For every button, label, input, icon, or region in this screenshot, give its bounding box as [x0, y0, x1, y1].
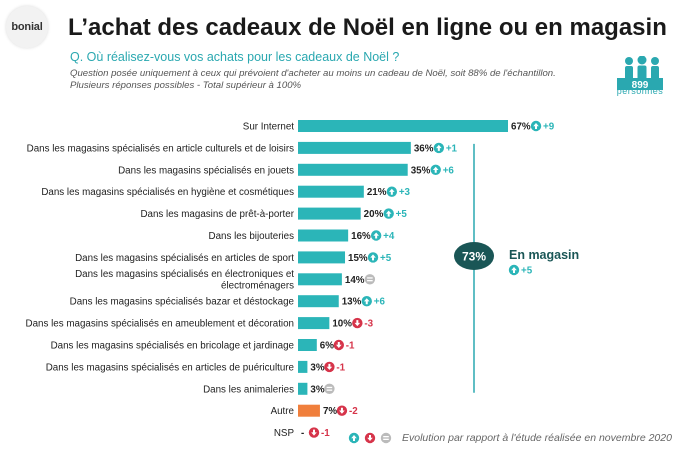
bar — [298, 317, 330, 330]
value-label: 21% — [367, 187, 387, 198]
category-label: Autre — [271, 406, 295, 417]
category-label: Dans les magasins spécialisés en article… — [46, 362, 295, 373]
arrow-up-icon — [383, 208, 394, 219]
bar — [298, 141, 411, 154]
arrow-up-icon — [386, 186, 398, 197]
delta-label: +6 — [374, 297, 386, 308]
bonial-logo: bonial — [6, 6, 48, 48]
bar — [298, 207, 361, 220]
bar — [298, 360, 308, 373]
category-label: Dans les magasins de prêt-à-porter — [140, 209, 294, 220]
survey-note-multiple: Plusieurs réponses possibles - Total sup… — [70, 80, 302, 91]
delta-label: +9 — [543, 122, 555, 133]
category-label: Dans les magasins spécialisés en ameuble… — [26, 319, 294, 330]
delta-label: +3 — [399, 187, 411, 198]
arrow-up-icon — [430, 164, 441, 175]
category-label: Dans les bijouteries — [209, 231, 295, 242]
bar — [298, 163, 408, 176]
arrow-up-icon — [530, 120, 542, 132]
bar — [298, 120, 508, 132]
value-label: 36% — [414, 143, 434, 154]
bar — [298, 295, 339, 308]
delta-label: +5 — [396, 209, 408, 220]
value-label: 10% — [332, 319, 352, 330]
value-label: 3% — [310, 384, 324, 395]
value-label: 20% — [364, 209, 384, 220]
arrow-up-icon — [370, 230, 382, 241]
delta-label: +5 — [380, 253, 392, 264]
category-label: Dans les magasins spécialisés en électro… — [75, 269, 294, 292]
bar — [298, 404, 320, 417]
arrow-down-icon — [352, 317, 363, 329]
group-total-bubble — [454, 242, 494, 270]
value-label: 14% — [345, 275, 365, 286]
arrow-down-icon — [336, 405, 348, 416]
bar — [298, 382, 308, 395]
category-label: Dans les animaleries — [203, 384, 294, 395]
people-icon: 899 — [617, 56, 663, 91]
delta-label: -1 — [346, 341, 355, 352]
delta-label: -3 — [364, 319, 373, 330]
value-label: - — [301, 428, 304, 439]
value-label: 16% — [351, 231, 371, 242]
bar — [298, 185, 364, 198]
value-label: 15% — [348, 253, 368, 264]
group-total-value: 73% — [462, 250, 486, 264]
value-label: 67% — [511, 122, 531, 133]
delta-label: -2 — [349, 406, 358, 417]
value-label: 6% — [320, 341, 334, 352]
category-label: Dans les magasins spécialisés en bricola… — [51, 341, 295, 352]
logo-text: bonial — [11, 21, 43, 33]
delta-label: +4 — [383, 231, 395, 242]
bar — [298, 339, 317, 351]
category-label: NSP — [274, 428, 295, 439]
category-label: Sur Internet — [243, 122, 294, 133]
arrow-down-icon — [308, 427, 320, 438]
arrow-down-icon — [324, 361, 335, 373]
arrow-down-icon — [333, 339, 345, 351]
arrow-up-icon — [508, 264, 520, 276]
equal-icon — [380, 432, 392, 444]
category-label: Dans les magasins spécialisés bazar et d… — [70, 297, 295, 308]
equal-icon — [364, 274, 376, 285]
page-title: L’achat des cadeaux de Noël en ligne ou … — [68, 14, 667, 41]
category-label: Dans les magasins spécialisés en article… — [75, 253, 294, 264]
arrow-up-icon — [367, 252, 379, 263]
sample-size: 899 — [632, 80, 649, 91]
value-label: 35% — [411, 165, 431, 176]
group-label: En magasin — [509, 248, 579, 262]
bar — [298, 251, 346, 264]
delta-label: +6 — [443, 165, 455, 176]
category-label: Dans les magasins spécialisés en hygiène… — [41, 187, 294, 198]
survey-question: Q. Où réalisez-vous vos achats pour les … — [70, 50, 400, 64]
bar — [298, 229, 349, 242]
arrow-up-icon — [361, 296, 372, 307]
survey-note: Question posée uniquement à ceux qui pré… — [70, 68, 556, 79]
group-delta: +5 — [521, 266, 533, 277]
chart-footnote: Evolution par rapport à l'étude réalisée… — [402, 432, 672, 444]
category-label: Dans les magasins spécialisés en jouets — [118, 165, 294, 176]
delta-label: -1 — [336, 362, 345, 373]
value-label: 13% — [342, 297, 362, 308]
value-label: 7% — [323, 406, 337, 417]
value-label: 3% — [310, 362, 324, 373]
arrow-up-icon — [433, 142, 445, 154]
sample-label: personnes — [616, 86, 664, 96]
delta-label: +1 — [446, 143, 458, 154]
arrow-down-icon — [364, 432, 376, 444]
category-label: Dans les magasins spécialisés en article… — [27, 143, 294, 154]
delta-label: -1 — [321, 428, 330, 439]
bar — [298, 273, 342, 286]
equal-icon — [324, 383, 335, 394]
arrow-up-icon — [348, 432, 360, 444]
